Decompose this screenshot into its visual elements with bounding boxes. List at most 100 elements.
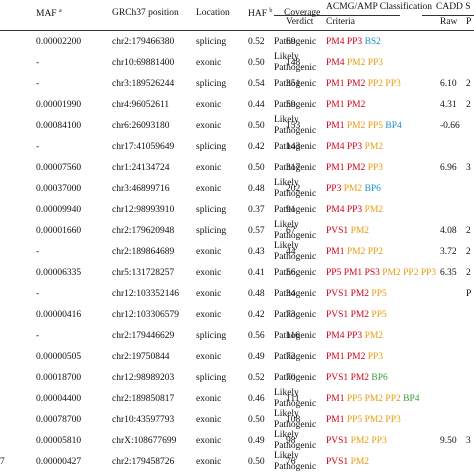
verdict-cell-line2: Pathogenic [274, 231, 317, 241]
haf-cell: 0.48 [248, 289, 265, 299]
acmg-underline [274, 15, 400, 16]
cadd-raw-cell: 3.72 [440, 247, 457, 257]
table-row: 0.00007560 chr1:24134724 exonic 0.50 317 Path… [0, 158, 474, 179]
header-coverage: Coverage [284, 8, 321, 18]
location-cell: splicing [196, 373, 227, 383]
criterion-code: PP2 [367, 79, 384, 89]
location-cell: exonic [196, 415, 222, 425]
criterion-code: PM2 [350, 310, 370, 320]
maf-cell: 0.00009940 [36, 205, 82, 215]
location-cell: exonic [196, 100, 222, 110]
criterion-code: PP3 [346, 205, 363, 215]
coverage-cell: 67 [286, 226, 296, 236]
haf-cell: 0.49 [248, 436, 265, 446]
criterion-code: PM2 [346, 100, 366, 110]
criterion-code: PM2 [350, 457, 370, 467]
criterion-code: PM1 [343, 268, 363, 278]
table-row: 0.00009940 chr12:98993910 splicing 0.37 91 Pa… [0, 200, 474, 221]
table-row: 0.00018700 chr12:98989203 splicing 0.52 70 Pa… [0, 368, 474, 389]
table-row: 0.00006335 chr5:131728257 exonic 0.41 56 Path… [0, 263, 474, 284]
cadd-phred-cell: 2 [466, 247, 471, 257]
position-cell: chr2:189850817 [112, 394, 175, 404]
table-row: 0.00037000 chr3:46899716 exonic 0.48 202 Like… [0, 178, 474, 200]
criterion-code: PM2 [350, 289, 370, 299]
maf-cell: 0.00000416 [36, 310, 82, 320]
maf-cell: - [36, 247, 40, 257]
verdict-cell-line2: Pathogenic [274, 399, 317, 409]
coverage-cell: 59 [286, 100, 296, 110]
coverage-cell: 351 [286, 79, 301, 89]
table-row: - chr10:69881400 exonic 0.50 148 Likely Pathog… [0, 52, 474, 74]
coverage-cell: 148 [286, 58, 301, 68]
header-p: P [466, 17, 472, 27]
criterion-code: PM2 [346, 58, 366, 68]
maf-cell: 0.00005810 [36, 436, 82, 446]
position-cell: chr3:189526244 [112, 79, 175, 89]
header-bottom-rule [0, 30, 474, 31]
criteria-cell: PM4 PM2 PP3 [326, 58, 383, 68]
header-haf: HAF b [248, 8, 272, 19]
coverage-cell: 44 [286, 247, 296, 257]
criterion-code: PP3 [385, 79, 401, 89]
criterion-code: PM1 [326, 247, 345, 257]
location-cell: exonic [196, 184, 222, 194]
coverage-cell: 202 [286, 184, 301, 194]
criterion-code: PM1 [326, 79, 345, 89]
criteria-cell: PVS1 PM2 PP3 [326, 436, 387, 446]
location-cell: splicing [196, 331, 227, 341]
coverage-cell: 73 [286, 310, 296, 320]
criterion-code: PM4 [326, 331, 345, 341]
verdict-cell: Pathogenic [274, 142, 317, 152]
criterion-code: PP3 [346, 331, 363, 341]
haf-cell: 0.37 [248, 205, 265, 215]
maf-cell: 0.00004400 [36, 394, 82, 404]
criterion-code: PM4 [326, 37, 345, 47]
position-cell: chr4:96052611 [112, 100, 170, 110]
verdict-cell: Pathogenic [274, 289, 317, 299]
criterion-code: PP3 [371, 436, 387, 446]
maf-cell: - [36, 79, 40, 89]
position-cell: chr2:179466380 [112, 37, 175, 47]
location-cell: splicing [196, 205, 227, 215]
verdict-cell: Pathogenic [274, 205, 317, 215]
criterion-code: PM1 [326, 352, 345, 362]
criterion-code: BP6 [371, 373, 388, 383]
criterion-code: PM2 [382, 268, 401, 278]
criterion-code: PP3 [346, 37, 363, 47]
table-row: 0.00001990 chr4:96052611 exonic 0.44 59 Patho… [0, 95, 474, 116]
coverage-cell: 91 [286, 205, 296, 215]
verdict-cell: Pathogenic [274, 79, 317, 89]
coverage-cell: 153 [286, 121, 301, 131]
criterion-code: PP5 [371, 289, 387, 299]
cadd-raw-cell: 6.10 [440, 79, 457, 89]
cadd-phred-cell: 2 [466, 100, 471, 110]
criteria-cell: PM1 PM2 PP2 [326, 247, 383, 257]
criteria-cell: PVS1 PM2 BP6 [326, 373, 388, 383]
position-cell: chr2:179620948 [112, 226, 175, 236]
criterion-code: PM2 [350, 436, 370, 446]
header-acmg: ACMG/AMP Classification [326, 2, 432, 12]
maf-label: MAF [36, 9, 57, 20]
location-cell: exonic [196, 394, 222, 404]
table-row: 0.00084100 chr6:26093180 exonic 0.50 153 Like… [0, 115, 474, 137]
criterion-code: PM1 [326, 394, 345, 404]
haf-cell: 0.52 [248, 37, 265, 47]
position-cell: chr5:131728257 [112, 268, 175, 278]
row-marker: 7 [0, 457, 5, 467]
coverage-cell: 70 [286, 373, 296, 383]
cadd-raw-cell: 6.96 [440, 163, 457, 173]
header-location: Location [196, 8, 230, 18]
coverage-cell: 98 [286, 436, 296, 446]
haf-cell: 0.52 [248, 373, 265, 383]
criterion-code: PP5 [346, 394, 363, 404]
haf-cell: 0.48 [248, 184, 265, 194]
criteria-cell: PM4 PP3 PM2 [326, 331, 383, 341]
maf-cell: 0.00007560 [36, 163, 82, 173]
haf-cell: 0.54 [248, 79, 265, 89]
header-maf: MAF a [36, 8, 62, 19]
criterion-code: PVS1 [326, 289, 349, 299]
maf-cell: 0.00078700 [36, 415, 82, 425]
criterion-code: PVS1 [326, 226, 349, 236]
maf-cell: - [36, 142, 40, 152]
table-row: 0.00004400 chr2:189850817 exonic 0.46 111 Lik… [0, 388, 474, 410]
